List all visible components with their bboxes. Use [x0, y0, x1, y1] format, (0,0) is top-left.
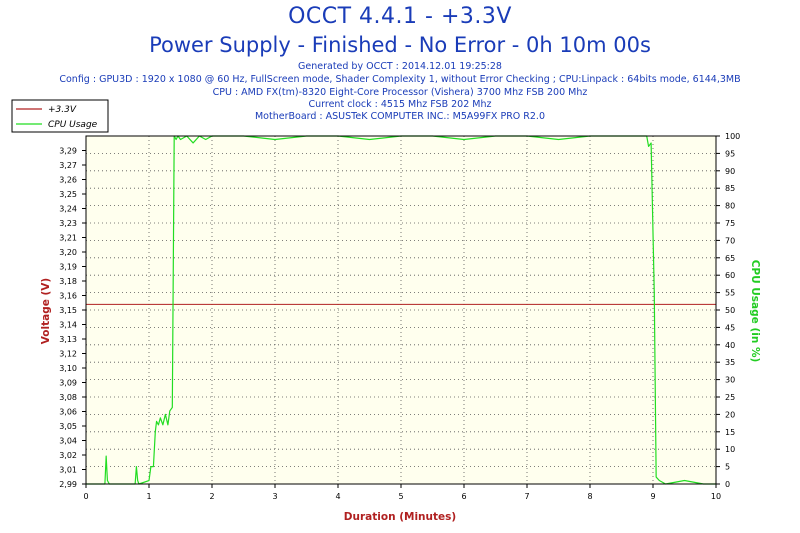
y-tick-label-right: 20 — [725, 410, 735, 419]
legend-label-cpu: CPU Usage — [48, 120, 98, 130]
plot-frame — [85, 135, 717, 485]
y-tick-label-left: 3,02 — [59, 451, 77, 460]
y-tick-label-right: 30 — [725, 376, 735, 385]
y-tick-label-left: 3,13 — [59, 335, 77, 344]
y-tick-label-left: 3,01 — [59, 466, 77, 475]
y-tick-label-right: 60 — [725, 271, 735, 280]
x-tick-label: 0 — [83, 492, 88, 501]
y-tick-label-right: 5 — [725, 463, 730, 472]
y-tick-label-left: 3,23 — [59, 219, 77, 228]
y-tick-label-right: 85 — [725, 184, 735, 193]
y-tick-label-right: 0 — [725, 480, 730, 489]
y-tick-label-left: 3,27 — [59, 161, 77, 170]
y-tick-label-right: 35 — [725, 358, 735, 367]
x-tick-label: 10 — [711, 492, 721, 501]
y-axis-title-left: Voltage (V) — [40, 278, 52, 345]
x-tick-label: 1 — [146, 492, 151, 501]
y-tick-label-left: 3,29 — [59, 147, 77, 156]
y-tick-label-right: 70 — [725, 236, 735, 245]
y-axis-title-right: CPU Usage (in %) — [749, 260, 761, 363]
y-tick-label-left: 3,08 — [59, 393, 77, 402]
x-tick-label: 9 — [650, 492, 655, 501]
y-tick-label-left: 3,10 — [59, 364, 77, 373]
legend: +3.3V CPU Usage — [11, 99, 109, 133]
x-axis-title: Duration (Minutes) — [344, 511, 456, 523]
x-tick-label: 7 — [524, 492, 529, 501]
info-config: Config : GPU3D : 1920 x 1080 @ 60 Hz, Fu… — [59, 74, 741, 85]
x-tick-label: 2 — [209, 492, 214, 501]
y-tick-label-left: 3,20 — [59, 248, 77, 257]
y-tick-label-right: 95 — [725, 149, 735, 158]
y-tick-label-left: 3,12 — [59, 350, 77, 359]
y-tick-label-left: 3,09 — [59, 379, 77, 388]
y-tick-label-right: 65 — [725, 254, 735, 263]
x-tick-label: 6 — [461, 492, 466, 501]
y-tick-label-right: 75 — [725, 219, 735, 228]
legend-label-voltage: +3.3V — [48, 105, 77, 115]
chart-title: OCCT 4.4.1 - +3.3V — [288, 4, 512, 29]
y-tick-label-right: 10 — [725, 445, 735, 454]
y-tick-label-left: 3,05 — [59, 422, 77, 431]
info-generated: Generated by OCCT : 2014.12.01 19:25:28 — [298, 61, 502, 72]
info-cpu: CPU : AMD FX(tm)-8320 Eight-Core Process… — [212, 87, 588, 98]
y-tick-label-right: 50 — [725, 306, 735, 315]
y-tick-label-left: 3,25 — [59, 190, 77, 199]
y-tick-label-left: 3,16 — [59, 292, 77, 301]
y-tick-label-left: 3,04 — [59, 437, 77, 446]
x-tick-label: 3 — [272, 492, 277, 501]
y-tick-label-right: 40 — [725, 341, 735, 350]
info-current-clock: Current clock : 4515 Mhz FSB 202 Mhz — [308, 99, 492, 110]
y-tick-label-left: 3,19 — [59, 263, 77, 272]
y-tick-label-right: 90 — [725, 167, 735, 176]
y-tick-label-left: 2,99 — [59, 480, 77, 489]
info-motherboard: MotherBoard : ASUSTeK COMPUTER INC.: M5A… — [254, 111, 545, 122]
y-tick-label-left: 3,26 — [59, 176, 77, 185]
y-tick-label-right: 80 — [725, 202, 735, 211]
y-tick-label-right: 100 — [725, 132, 740, 141]
x-tick-label: 8 — [587, 492, 592, 501]
y-tick-label-left: 3,21 — [59, 234, 77, 243]
y-tick-label-right: 55 — [725, 289, 735, 298]
y-tick-label-left: 3,06 — [59, 408, 77, 417]
y-tick-label-left: 3,15 — [59, 306, 77, 315]
y-tick-label-right: 45 — [725, 323, 735, 332]
y-tick-label-right: 15 — [725, 428, 735, 437]
y-tick-label-right: 25 — [725, 393, 735, 402]
series-line-cpu-usage — [86, 135, 716, 485]
x-tick-label: 5 — [398, 492, 403, 501]
y-tick-label-left: 3,14 — [59, 321, 77, 330]
x-tick-label: 4 — [335, 492, 340, 501]
y-tick-label-left: 3,24 — [59, 205, 77, 214]
legend-box — [11, 99, 109, 133]
y-tick-label-left: 3,18 — [59, 277, 77, 286]
chart-subtitle: Power Supply - Finished - No Error - 0h … — [149, 33, 651, 57]
